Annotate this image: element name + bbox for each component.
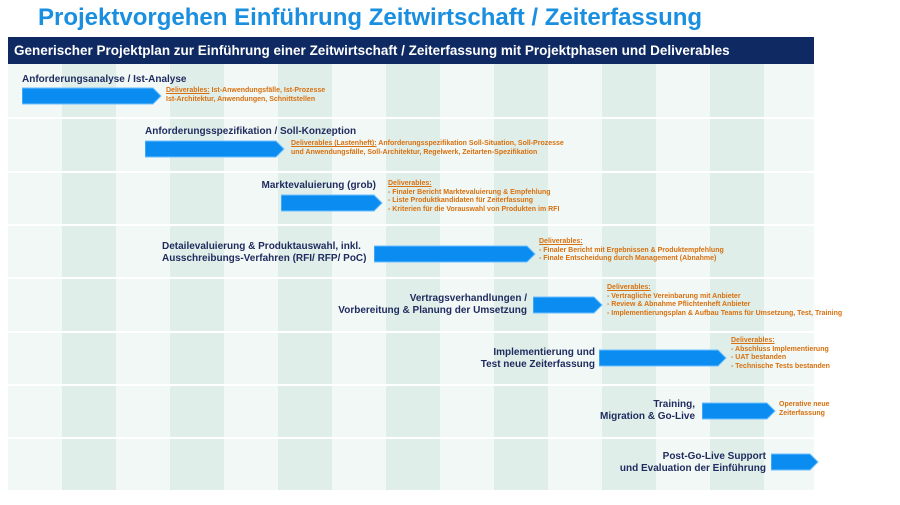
deliverable-item: - Kriterien für die Vorauswahl von Produ… — [388, 205, 560, 213]
phase-label-line: Migration & Go-Live — [600, 411, 695, 422]
phase-3-deliverables: Deliverables: - Finaler Bericht Markteva… — [388, 180, 559, 214]
phase-2-label: Anforderungsspezifikation / Soll-Konzept… — [145, 126, 356, 138]
grid-band — [62, 64, 116, 490]
phase-7-label: Training, Migration & Go-Live — [560, 399, 695, 423]
deliverable-item: Anforderungsspezifikation Soll-Situation… — [378, 140, 564, 147]
row-separator — [8, 330, 814, 333]
grid-band — [278, 64, 332, 490]
phase-3-arrow — [281, 194, 383, 212]
phase-label-line: Training, — [653, 399, 695, 410]
phase-4-deliverables: Deliverables: - Finaler Bericht mit Erge… — [539, 238, 724, 264]
grid-band — [386, 64, 440, 490]
phase-label-line: Detailevaluierung & Produktauswahl, inkl… — [162, 241, 361, 252]
deliverable-item: Zeiterfassung — [779, 409, 825, 417]
grid-band — [170, 64, 224, 490]
deliverable-item: - Finaler Bericht Marktevaluierung & Emp… — [388, 188, 551, 196]
phase-4-arrow — [374, 245, 536, 263]
grid-band — [224, 64, 278, 490]
phase-7-arrow — [702, 402, 776, 420]
deliverables-heading: Deliverables: — [388, 180, 432, 187]
grid-band — [116, 64, 170, 490]
row-separator — [8, 277, 814, 280]
banner: Generischer Projektplan zur Einführung e… — [8, 37, 814, 64]
row-separator — [8, 170, 814, 173]
phase-6-deliverables: Deliverables: - Abschluss Implementierun… — [731, 337, 830, 371]
deliverable-item: - Implementierungsplan & Aufbau Teams fü… — [607, 309, 843, 317]
timeline-grid — [8, 64, 814, 490]
deliverable-item: Operative neue — [779, 401, 830, 408]
phase-1-arrow — [22, 87, 162, 105]
grid-band — [656, 64, 710, 490]
grid-band — [602, 64, 656, 490]
grid-band — [494, 64, 548, 490]
deliverable-item: und Anwendungsfälle, Soll-Architektur, R… — [291, 148, 538, 156]
deliverable-item: Ist-Architektur, Anwendungen, Schnittste… — [166, 95, 316, 103]
row-separator — [8, 117, 814, 120]
phase-6-label: Implementierung und Test neue Zeiterfass… — [440, 347, 595, 371]
row-separator — [8, 437, 814, 440]
phase-1-deliverables: Deliverables: Ist-Anwendungsfälle, Ist-P… — [166, 87, 325, 104]
phase-5-deliverables: Deliverables: - Vertragliche Vereinbarun… — [607, 284, 842, 318]
phase-8-label: Post-Go-Live Support und Evaluation der … — [600, 451, 766, 475]
phase-4-label: Detailevaluierung & Produktauswahl, inkl… — [162, 241, 366, 265]
grid-band — [8, 64, 62, 490]
phase-7-deliverables: Operative neue Zeiterfassung — [779, 401, 830, 418]
deliverable-item: - Review & Abnahme Pflichtenheft Anbiete… — [607, 301, 751, 308]
phase-label-line: Ausschreibungs-Verfahren (RFI/ RFP/ PoC) — [162, 253, 367, 264]
phase-label-line: Marktevaluierung (grob) — [261, 180, 376, 191]
grid-band — [548, 64, 602, 490]
deliverable-item: - Finale Entscheidung durch Management (… — [539, 255, 717, 262]
row-separator — [8, 223, 814, 226]
page-title: Projektvorgehen Einführung Zeitwirtschaf… — [38, 4, 703, 31]
deliverables-heading: Deliverables: — [539, 238, 583, 245]
deliverable-item: Ist-Anwendungsfälle, Ist-Prozesse — [211, 87, 326, 94]
deliverables-heading: Deliverables (Lastenheft): — [291, 140, 377, 147]
grid-band — [764, 64, 814, 490]
deliverables-heading: Deliverables: — [166, 87, 210, 94]
phase-label-line: Test neue Zeiterfassung — [480, 359, 595, 370]
phase-5-label: Vertragsverhandlungen / Vorbereitung & P… — [300, 293, 527, 317]
row-separator — [8, 383, 814, 386]
deliverable-item: - Technische Tests bestanden — [731, 362, 830, 370]
grid-band — [332, 64, 386, 490]
phase-6-arrow — [599, 349, 727, 367]
phase-label-line: Anforderungsspezifikation / Soll-Konzept… — [145, 126, 357, 137]
deliverable-item: - Vertragliche Vereinbarung mit Anbieter — [607, 292, 741, 300]
deliverable-item: - Finaler Bericht mit Ergebnissen & Prod… — [539, 246, 724, 254]
phase-1-label: Anforderungsanalyse / Ist-Analyse — [22, 74, 187, 86]
deliverable-item: - UAT bestanden — [731, 354, 787, 361]
deliverables-heading: Deliverables: — [731, 337, 775, 344]
deliverable-item: - Liste Produktkandidaten für Zeiterfass… — [388, 197, 534, 204]
phase-label-line: Post-Go-Live Support — [662, 451, 766, 462]
deliverables-heading: Deliverables: — [607, 284, 651, 291]
deliverable-item: - Abschluss Implementierung — [731, 345, 829, 353]
phase-label-line: Vorbereitung & Planung der Umsetzung — [338, 305, 527, 316]
phase-2-arrow — [145, 140, 285, 158]
phase-label-line: Vertragsverhandlungen / — [409, 293, 527, 304]
phase-label-line: Implementierung und — [493, 347, 595, 358]
phase-label-line: Anforderungsanalyse / Ist-Analyse — [22, 74, 187, 85]
phase-8-arrow — [771, 453, 819, 471]
grid-band — [440, 64, 494, 490]
phase-label-line: und Evaluation der Einführung — [619, 463, 766, 474]
phase-3-label: Marktevaluierung (grob) — [230, 180, 376, 192]
phase-2-deliverables: Deliverables (Lastenheft): Anforderungss… — [291, 140, 564, 157]
phase-5-arrow — [533, 296, 603, 314]
